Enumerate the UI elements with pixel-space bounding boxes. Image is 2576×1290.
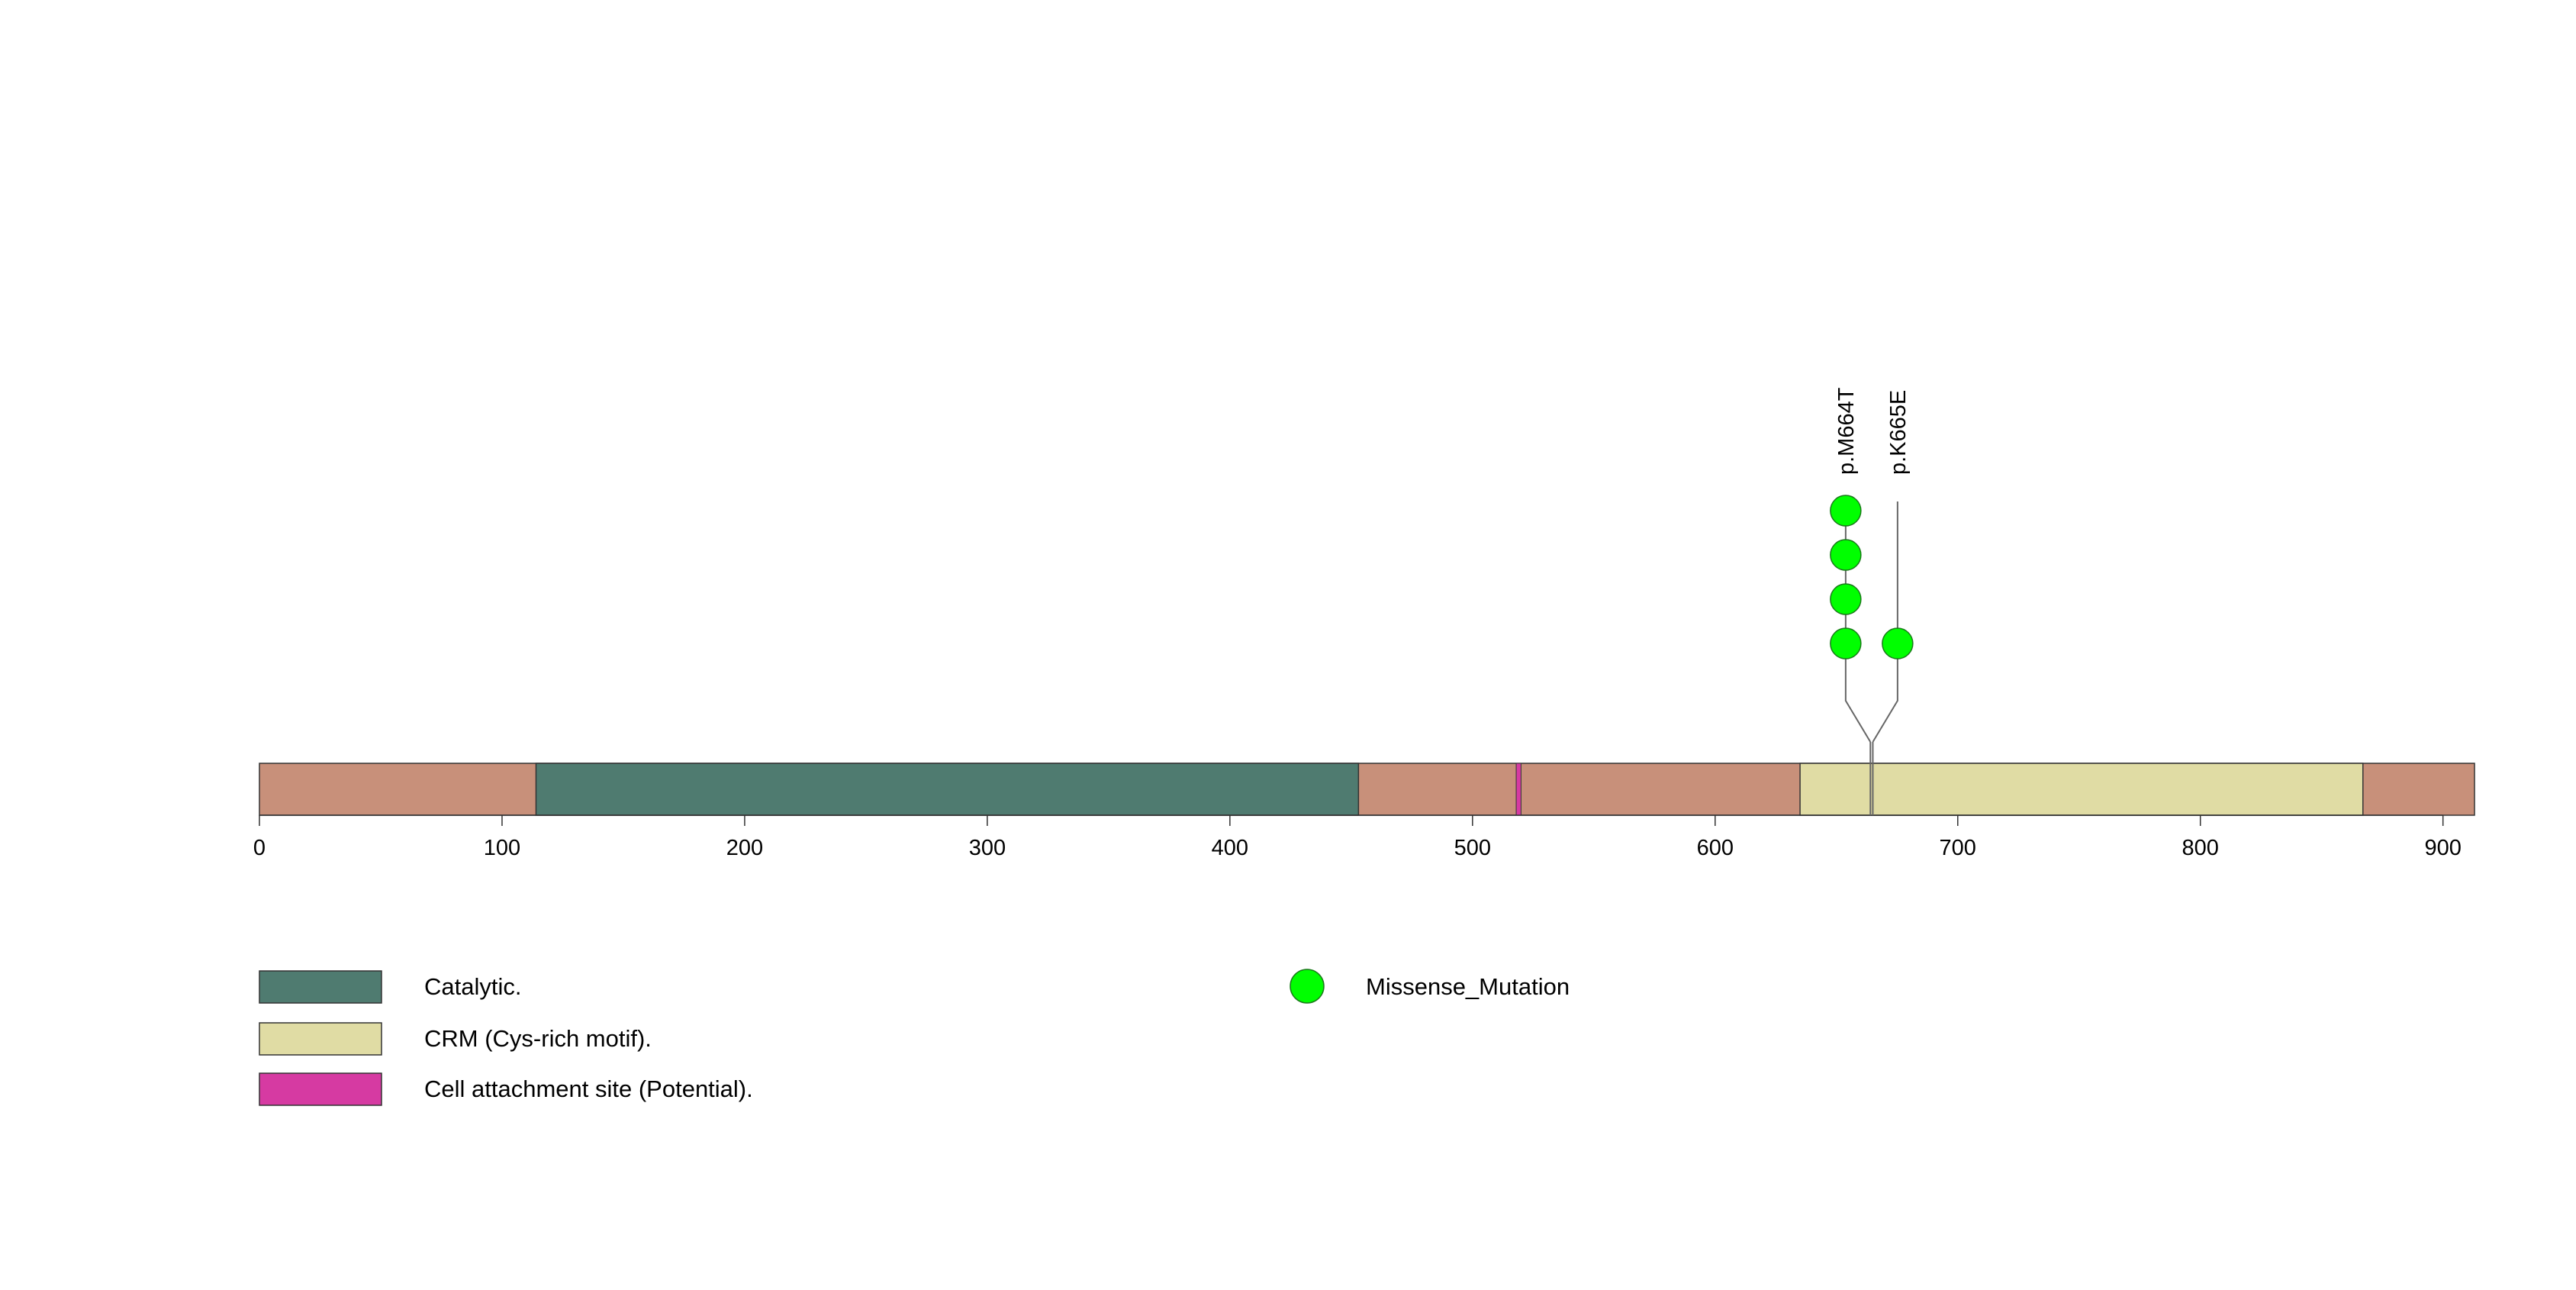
domain-cell-attachment-site bbox=[1515, 763, 1521, 816]
axis-tick-label: 900 bbox=[2424, 836, 2461, 860]
mutation-connector bbox=[1844, 511, 1872, 743]
missense-mutation-marker bbox=[1830, 583, 1862, 615]
domain-catalytic bbox=[535, 763, 1360, 816]
axis-tick-label: 800 bbox=[2182, 836, 2219, 860]
legend-label-missense: Missense_Mutation bbox=[1366, 973, 1570, 1000]
position-axis: 0 100 200 300 400 500 600 700 800 900 bbox=[253, 814, 2462, 860]
axis-tick-label: 400 bbox=[1212, 836, 1248, 860]
mutation-track: p.M664T p.K665E bbox=[1830, 387, 1914, 815]
axis-tick-label: 300 bbox=[969, 836, 1006, 860]
domain-track bbox=[535, 763, 2364, 816]
legend-swatch-crm bbox=[259, 1022, 382, 1056]
missense-mutation-marker bbox=[1830, 627, 1862, 660]
legend-swatch-cell-attachment bbox=[259, 1072, 382, 1106]
mutation-label: p.K665E bbox=[1886, 390, 1911, 475]
axis-tick-label: 0 bbox=[253, 836, 266, 860]
axis-tick-label: 200 bbox=[726, 836, 763, 860]
missense-mutation-marker bbox=[1830, 495, 1862, 527]
mutation-label: p.M664T bbox=[1834, 387, 1859, 475]
axis-tick-label: 100 bbox=[484, 836, 520, 860]
legend-label-crm: CRM (Cys-rich motif). bbox=[424, 1025, 652, 1052]
legend: Catalytic. CRM (Cys-rich motif). Cell at… bbox=[259, 969, 1570, 1106]
legend-label-cell-attachment: Cell attachment site (Potential). bbox=[424, 1076, 753, 1102]
legend-swatch-catalytic bbox=[259, 970, 382, 1004]
axis-tick-label: 600 bbox=[1697, 836, 1734, 860]
mutation-connector bbox=[1872, 501, 1898, 743]
missense-mutation-marker bbox=[1830, 539, 1862, 571]
axis-tick-label: 500 bbox=[1454, 836, 1491, 860]
axis-tick-label: 700 bbox=[1940, 836, 1976, 860]
domain-crm bbox=[1799, 763, 2364, 816]
legend-missense-marker bbox=[1290, 969, 1325, 1004]
missense-mutation-marker bbox=[1882, 627, 1914, 660]
legend-label-catalytic: Catalytic. bbox=[424, 973, 521, 1000]
